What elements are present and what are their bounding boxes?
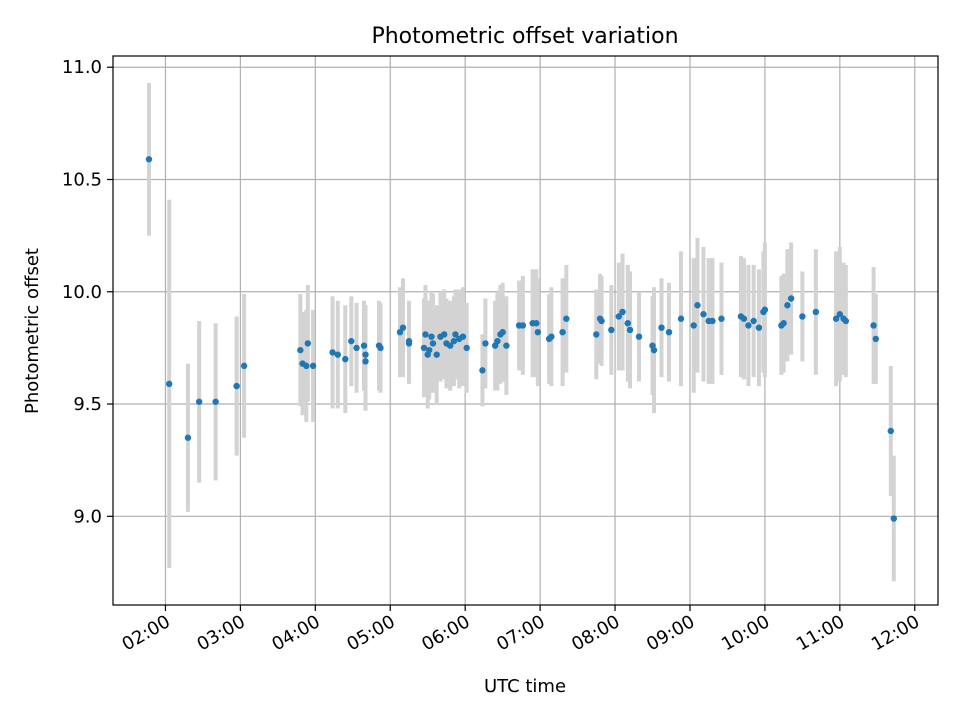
data-point	[740, 315, 748, 322]
data-point	[608, 326, 615, 334]
data-point	[353, 344, 360, 352]
data-point	[184, 434, 192, 441]
data-points	[145, 156, 897, 522]
data-point	[745, 322, 752, 329]
data-point	[619, 308, 626, 316]
data-point	[446, 342, 454, 349]
data-point	[887, 427, 894, 435]
data-point	[362, 358, 369, 365]
y-axis-ticks: 9.0 9.5 10.0 10.5 11.0	[62, 57, 113, 527]
data-point	[548, 333, 555, 340]
data-point	[334, 351, 341, 358]
data-point	[303, 362, 310, 370]
data-point	[593, 331, 600, 338]
data-point	[559, 328, 566, 336]
data-point	[479, 367, 486, 374]
data-point	[426, 346, 433, 354]
data-point	[842, 317, 850, 325]
data-point	[870, 322, 877, 329]
data-point	[452, 331, 459, 338]
data-point	[399, 324, 407, 331]
data-point	[690, 322, 697, 329]
data-point	[784, 302, 791, 309]
data-point	[329, 349, 336, 356]
y-tick-label: 9.0	[73, 506, 102, 527]
data-point	[429, 340, 437, 347]
data-point	[832, 315, 840, 322]
data-point	[598, 317, 605, 325]
data-point	[700, 311, 707, 318]
data-point	[233, 382, 240, 390]
data-point	[519, 322, 527, 329]
data-point	[433, 351, 440, 358]
data-point	[787, 295, 795, 302]
y-tick-label: 10.5	[62, 169, 102, 190]
data-point	[890, 515, 897, 522]
data-point	[677, 315, 685, 322]
data-point	[420, 344, 428, 352]
plot-frame	[112, 55, 939, 606]
data-point	[812, 308, 820, 316]
data-point	[709, 317, 716, 325]
data-point	[494, 337, 501, 345]
data-point	[658, 324, 665, 331]
data-point	[533, 320, 540, 327]
y-tick-label: 10.0	[62, 282, 102, 303]
data-point	[396, 328, 404, 336]
data-point	[362, 351, 369, 358]
data-point	[212, 398, 219, 405]
y-axis-label: Photometric offset	[22, 248, 43, 414]
data-point	[615, 313, 622, 320]
data-point	[650, 346, 658, 354]
y-tick-label: 9.5	[73, 394, 102, 415]
data-point	[195, 398, 203, 405]
data-point	[635, 333, 643, 340]
data-point	[780, 320, 787, 327]
data-point	[694, 302, 701, 309]
y-tick-label: 11.0	[62, 57, 102, 78]
data-point	[165, 380, 173, 388]
data-point	[240, 362, 248, 370]
data-point	[503, 342, 510, 349]
data-point	[755, 324, 763, 331]
data-point	[463, 344, 470, 352]
data-point	[348, 337, 355, 345]
data-point	[836, 311, 844, 318]
data-point	[459, 333, 467, 340]
data-point	[534, 328, 542, 336]
data-point	[665, 328, 673, 336]
data-point	[342, 355, 349, 363]
data-point	[377, 344, 384, 352]
data-point	[761, 306, 769, 313]
data-point	[563, 315, 570, 322]
data-point	[360, 342, 368, 349]
data-point	[450, 337, 458, 345]
data-point	[799, 313, 806, 320]
data-point	[624, 320, 631, 327]
data-point	[145, 156, 153, 163]
data-point	[750, 317, 757, 325]
data-point	[872, 335, 880, 343]
data-point	[304, 340, 312, 347]
data-point	[422, 331, 429, 338]
x-axis-label: UTC time	[484, 676, 566, 697]
data-point	[428, 333, 435, 340]
data-point	[405, 340, 413, 347]
data-point	[482, 340, 489, 347]
data-point	[297, 346, 304, 354]
data-point	[626, 326, 634, 334]
data-point	[718, 315, 725, 322]
data-point	[440, 331, 448, 338]
data-point	[309, 362, 317, 370]
chart-title: Photometric offset variation	[371, 24, 678, 49]
data-point	[499, 328, 506, 336]
